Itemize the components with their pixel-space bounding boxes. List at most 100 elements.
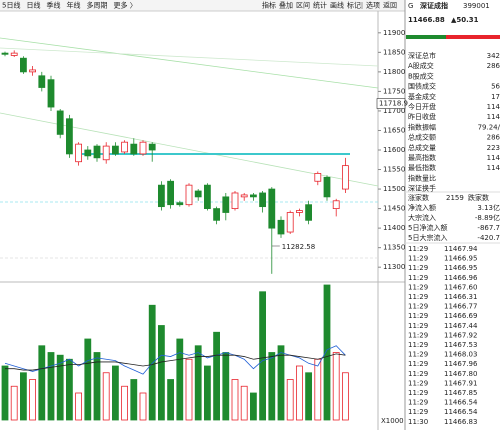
volume-bar [259,291,267,421]
quote-value: 286 [487,62,500,70]
quote-label: 最低指数 [408,163,436,172]
volume-bar [84,338,92,421]
tick-price: 11467.96 [444,360,478,368]
quote-value: 79.24/ [478,123,500,131]
volume-bar [47,352,55,421]
flow-value: -867.7 [477,224,500,232]
quote-value: 114 [487,164,500,172]
candle-body [102,145,110,161]
quote-value: 114 [487,103,500,111]
candle-body [130,143,138,155]
quote-label: 最高指数 [408,153,436,162]
toolbar-button[interactable]: 统计 [313,1,327,10]
tick-time: 11:29 [408,312,428,320]
y-tick-label: 11300 [383,263,405,271]
y-tick-label: 11700 [383,107,405,115]
last-price: 11466.88 [408,16,445,24]
tick-time: 11:29 [408,274,428,282]
candle-body [148,143,156,151]
price-change: ▲50.31 [451,16,479,24]
breadth-label: 涨家数 [408,193,429,202]
toolbar-button[interactable]: 5日线 [2,1,20,10]
tick-time: 11:29 [408,331,428,339]
ratio-bar-up [446,35,500,39]
tick-price: 11466.77 [444,303,477,311]
volume-bar [102,372,110,421]
toolbar-button[interactable]: 返回 [383,2,397,10]
toolbar [0,0,405,11]
tick-price: 11467.53 [444,341,477,349]
toolbar-button[interactable]: 更多 〉 [113,1,136,10]
quote-value: 56 [491,83,500,91]
toolbar-button[interactable]: 日线 [26,1,40,10]
volume-bar [240,385,248,421]
volume-bar [148,304,156,421]
trend-line [0,47,379,67]
volume-bar [203,365,211,421]
candle-body [203,184,211,209]
cursor-price-box [376,98,406,109]
breadth-up: 2159 [446,194,464,202]
tick-price: 11467.94 [444,245,478,253]
tick-time: 11:29 [408,255,428,263]
toolbar-button[interactable]: 年线 [66,1,80,10]
tick-time: 11:29 [408,245,428,253]
y-tick-label: 11750 [383,87,405,95]
tick-price: 11467.91 [444,379,477,387]
volume-bar [231,379,239,421]
candle-body [19,57,27,73]
quote-label: 今日开盘 [408,102,436,111]
tick-price: 11466.96 [444,274,478,282]
toolbar-button[interactable]: 选项 [366,1,380,10]
trend-line [0,37,379,89]
toolbar-button[interactable]: 多周期 [86,1,107,10]
ratio-bar-down [406,35,446,39]
toolbar-button[interactable]: 指标 [262,1,276,10]
tick-price: 11466.95 [444,255,477,263]
candle-body [157,184,165,208]
toolbar-button[interactable]: 叠加 [279,1,293,10]
quote-label: 深证换手 [408,184,436,193]
y-tick-label: 11550 [383,166,405,174]
y-tick-label: 11900 [383,29,405,37]
candle-body [295,210,303,213]
y-tick-label: 11400 [383,224,405,232]
cursor-price: 11718.9 [379,100,408,108]
toolbar-button[interactable]: 画线 [330,1,344,10]
tick-price: 11466.69 [444,312,477,320]
volume-bar [176,338,184,421]
toolbar-button[interactable]: 季线 [46,1,60,10]
volume-bar [295,365,303,421]
volume-bar [38,345,46,421]
tick-price: 11467.80 [444,370,477,378]
y-tick-label: 11600 [383,146,405,154]
quote-value: 223 [487,144,500,152]
volume-bar [66,358,73,421]
tick-price: 11467.85 [444,389,477,397]
candle-body [231,192,239,209]
toolbar-button[interactable]: 区间 [296,2,310,10]
volume-bar [19,372,27,421]
candle-body [75,143,82,163]
toolbar-button[interactable]: 标记 [347,1,361,10]
candle-body [222,196,230,213]
quote-label: 指数振幅 [408,122,436,131]
tick-price: 11466.54 [444,399,478,407]
y-tick-label: 11500 [383,185,405,193]
volume-bar [286,379,294,421]
volume-bar [314,358,322,421]
quote-label: 国债成交 [408,82,436,91]
candle-body [305,204,313,221]
volume-bar [213,331,221,421]
tick-price: 11468.03 [444,351,477,359]
quote-value: 342 [487,52,500,60]
quote-label: 昨日收盘 [408,112,436,121]
quote-label: 深证总市 [408,51,436,60]
candle-body [139,141,147,155]
volume-bar [222,352,230,421]
volume-bar [29,379,37,421]
volume-bar [75,392,82,421]
quote-label: B股成交 [408,71,434,80]
